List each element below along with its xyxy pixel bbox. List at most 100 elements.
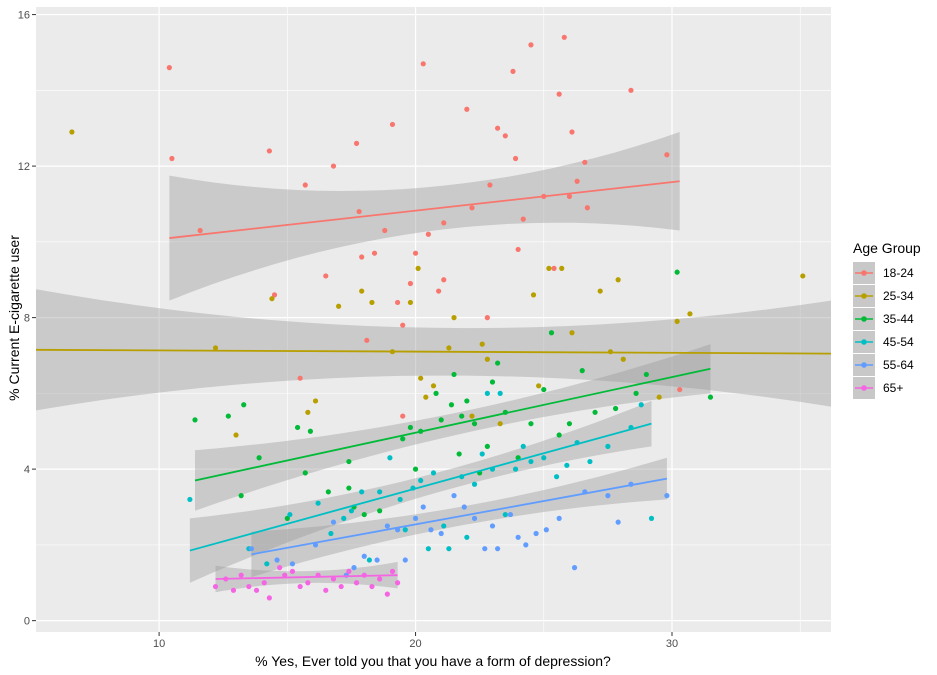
point-18-24 xyxy=(484,315,490,321)
point-25-34 xyxy=(269,296,275,302)
point-55-64 xyxy=(471,515,478,521)
point-65+ xyxy=(394,580,401,586)
point-55-64 xyxy=(412,515,419,521)
point-65+ xyxy=(323,587,329,593)
point-65+ xyxy=(353,580,360,586)
point-55-64 xyxy=(361,553,367,559)
point-65+ xyxy=(230,587,237,593)
point-65+ xyxy=(266,595,272,601)
point-45-54 xyxy=(512,466,519,472)
point-45-54 xyxy=(187,496,193,503)
point-55-64 xyxy=(289,561,296,567)
point-18-24 xyxy=(520,216,526,222)
legend-point-65+ xyxy=(861,385,867,391)
point-55-64 xyxy=(664,493,670,499)
point-18-24 xyxy=(359,254,365,260)
legend-point-35-44 xyxy=(861,316,867,322)
point-25-34 xyxy=(451,315,457,321)
point-18-24 xyxy=(561,34,567,40)
legend-label-55-64: 55-64 xyxy=(883,358,914,372)
legend-label-35-44: 35-44 xyxy=(883,312,914,326)
point-65+ xyxy=(346,568,352,574)
point-35-44 xyxy=(612,405,619,412)
point-55-64 xyxy=(351,565,357,571)
point-45-54 xyxy=(366,557,372,563)
point-35-44 xyxy=(302,470,308,476)
point-35-44 xyxy=(495,360,501,366)
y-tick-label: 16 xyxy=(18,10,30,22)
point-18-24 xyxy=(425,231,431,237)
point-35-44 xyxy=(325,489,331,495)
point-45-54 xyxy=(341,515,347,521)
point-25-34 xyxy=(536,383,542,389)
point-25-34 xyxy=(446,345,452,351)
point-35-44 xyxy=(707,394,714,400)
point-35-44 xyxy=(448,402,455,408)
confidence-ribbons xyxy=(36,132,831,593)
point-65+ xyxy=(369,583,375,590)
point-35-44 xyxy=(643,371,649,378)
point-35-44 xyxy=(346,458,352,465)
point-25-34 xyxy=(430,383,437,389)
trend-line-65+ xyxy=(215,574,398,580)
point-18-24 xyxy=(297,375,303,381)
point-45-54 xyxy=(502,511,508,518)
point-35-44 xyxy=(592,409,598,415)
trend-line-55-64 xyxy=(251,477,668,556)
point-35-44 xyxy=(579,368,585,374)
point-35-44 xyxy=(238,493,244,499)
point-55-64 xyxy=(274,557,280,563)
point-18-24 xyxy=(364,337,370,343)
point-65+ xyxy=(330,576,337,582)
y-tick-label: 4 xyxy=(24,464,30,476)
point-35-44 xyxy=(407,424,414,431)
point-35-44 xyxy=(433,390,439,396)
point-18-24 xyxy=(400,322,406,328)
point-18-24 xyxy=(353,140,360,146)
point-18-24 xyxy=(515,246,521,253)
point-35-44 xyxy=(489,379,496,385)
point-65+ xyxy=(282,572,288,578)
point-18-24 xyxy=(566,193,573,199)
point-45-54 xyxy=(397,496,403,503)
point-65+ xyxy=(277,565,283,571)
trend-line-45-54 xyxy=(189,422,652,552)
point-25-34 xyxy=(656,394,662,400)
point-18-24 xyxy=(628,87,634,93)
point-18-24 xyxy=(495,125,501,131)
point-35-44 xyxy=(284,515,290,521)
point-55-64 xyxy=(420,504,426,510)
point-55-64 xyxy=(533,530,539,537)
point-35-44 xyxy=(484,443,490,449)
x-tick-label: 30 xyxy=(666,638,678,650)
point-45-54 xyxy=(402,527,408,533)
point-25-34 xyxy=(312,398,319,404)
point-45-54 xyxy=(564,462,570,468)
trend-line-25-34 xyxy=(35,348,832,355)
point-25-34 xyxy=(359,288,365,294)
point-45-54 xyxy=(287,511,293,518)
point-45-54 xyxy=(425,546,431,552)
plot-panel xyxy=(36,7,831,632)
point-35-44 xyxy=(241,402,247,408)
point-35-44 xyxy=(471,421,478,427)
point-18-24 xyxy=(569,129,575,135)
point-65+ xyxy=(377,576,383,582)
legend-label-18-24: 18-24 xyxy=(883,266,914,280)
point-25-34 xyxy=(569,330,575,336)
point-35-44 xyxy=(225,413,231,419)
point-35-44 xyxy=(294,424,301,431)
trend-line-35-44 xyxy=(194,367,711,482)
point-18-24 xyxy=(584,205,590,211)
point-55-64 xyxy=(605,493,611,499)
point-25-34 xyxy=(369,299,375,306)
point-18-24 xyxy=(436,288,442,294)
point-35-44 xyxy=(192,417,198,423)
point-35-44 xyxy=(256,455,262,461)
point-25-34 xyxy=(469,413,475,419)
point-55-64 xyxy=(384,523,390,529)
point-25-34 xyxy=(233,432,239,438)
point-35-44 xyxy=(438,417,444,423)
point-55-64 xyxy=(428,527,434,533)
point-25-34 xyxy=(597,288,603,294)
